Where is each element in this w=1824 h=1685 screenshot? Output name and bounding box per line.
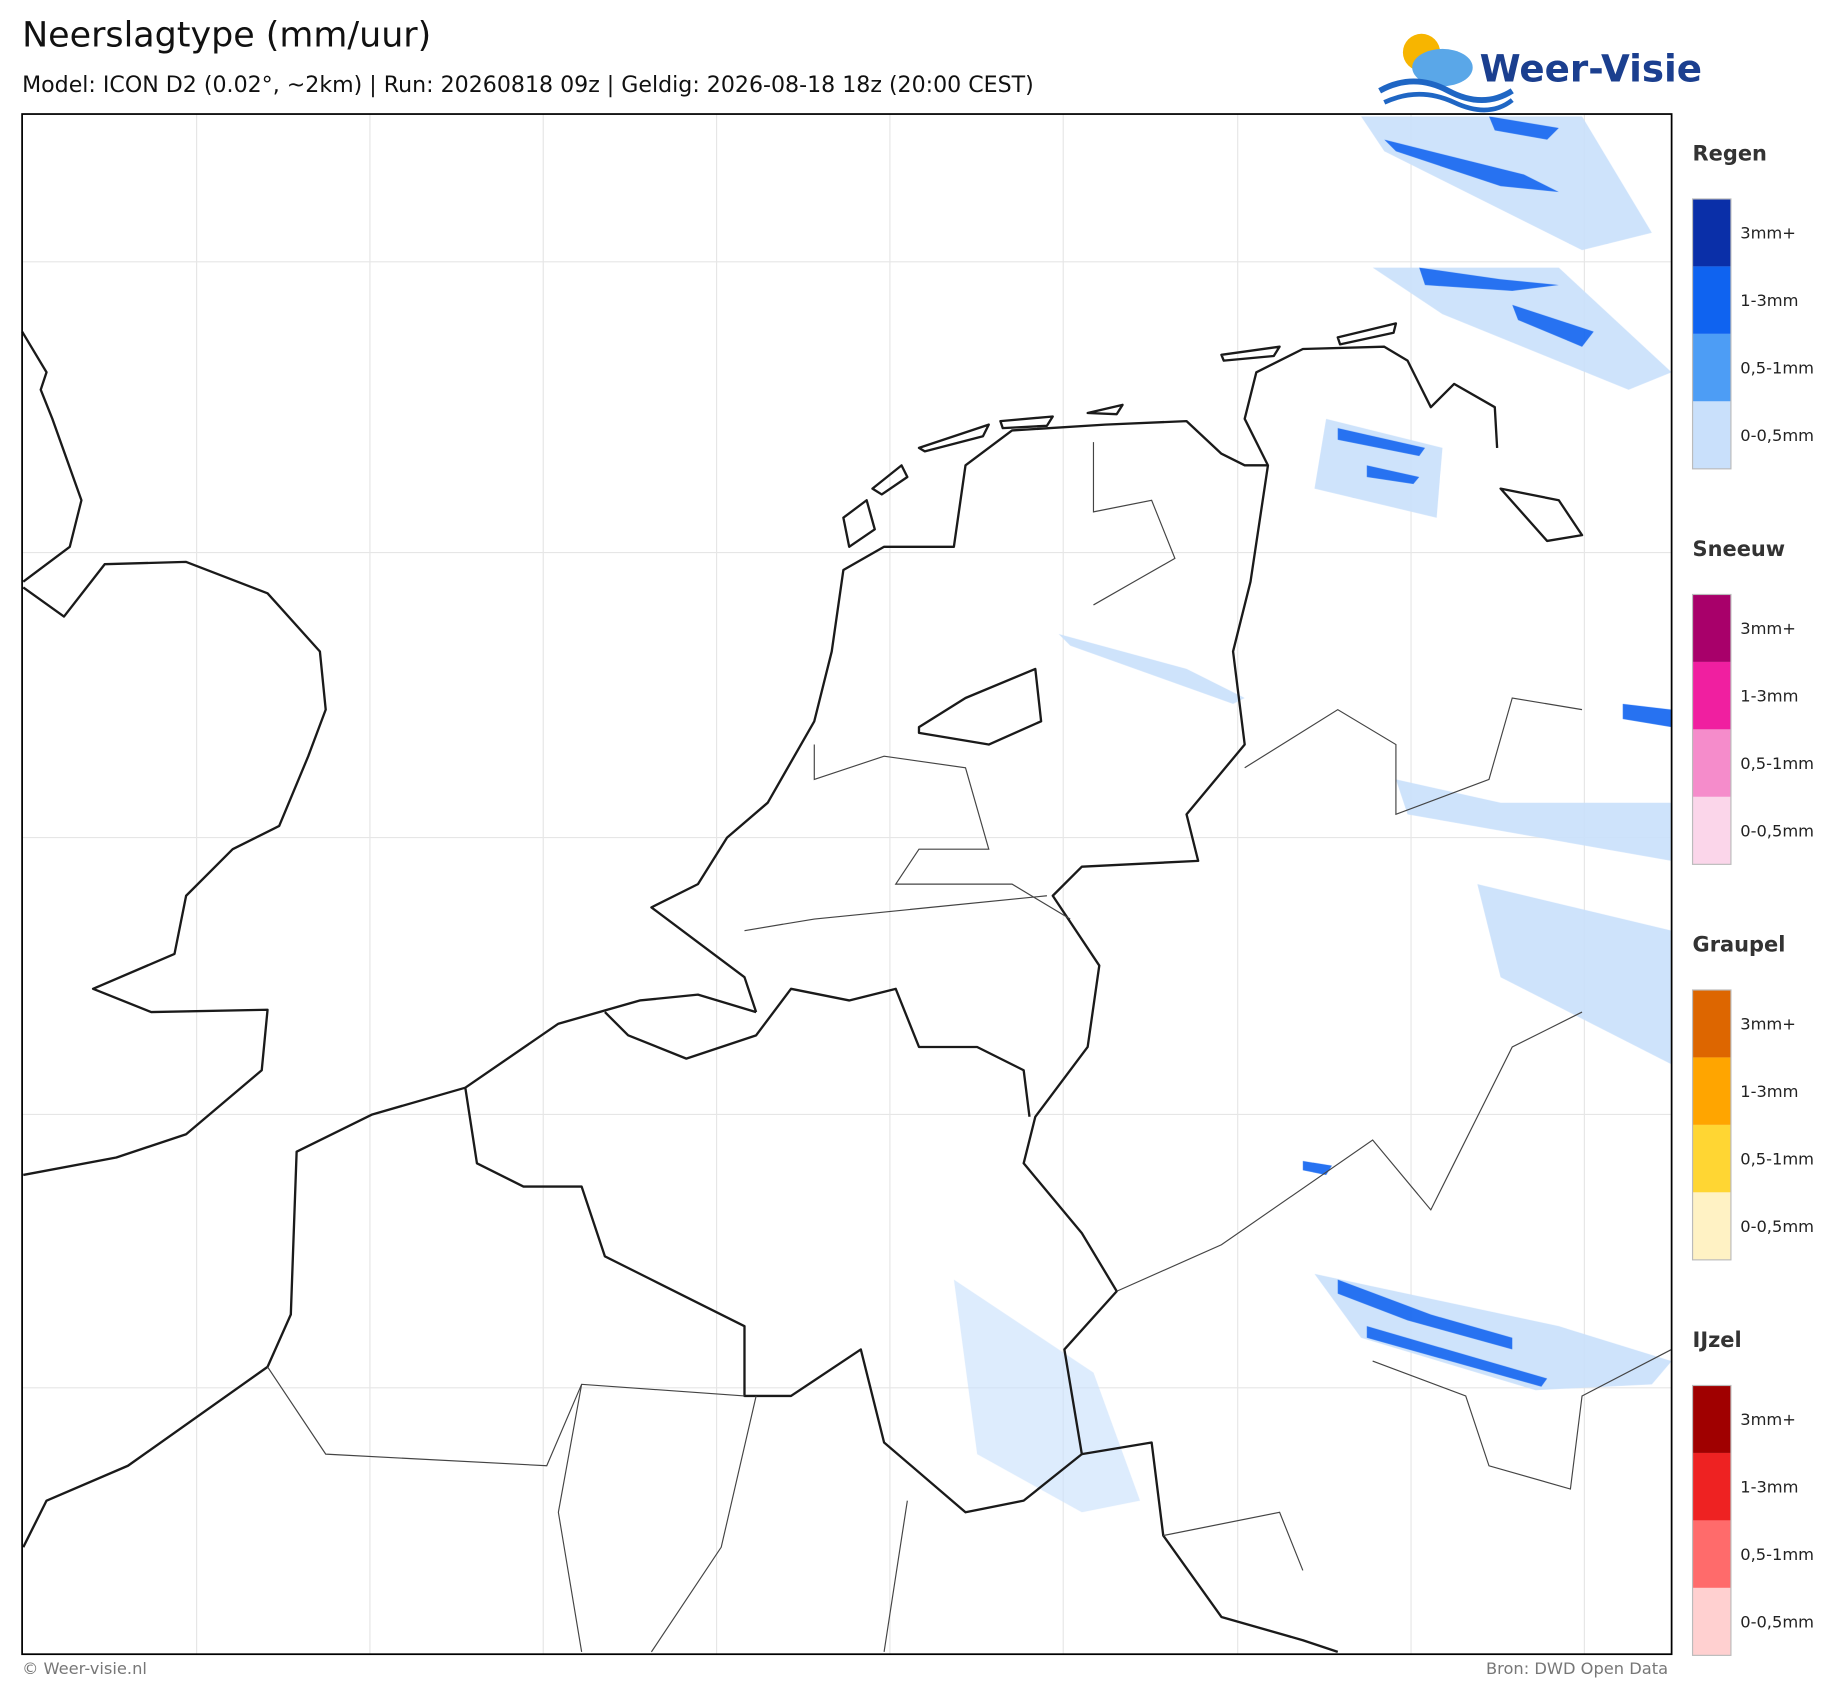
- legend-label: 3mm+: [1740, 224, 1796, 243]
- logo-text: Weer-Visie: [1480, 46, 1702, 90]
- legend-label: 1-3mm: [1740, 686, 1798, 705]
- legend-label: 0-0,5mm: [1740, 1217, 1814, 1236]
- legend-frame: [1691, 1384, 1732, 1656]
- legend-group-title: Sneeuw: [1693, 537, 1786, 561]
- logo: Weer-Visie: [1378, 33, 1702, 113]
- legend-label: 0,5-1mm: [1740, 358, 1814, 377]
- legend-swatch: [1692, 729, 1731, 797]
- legend-swatch: [1692, 1520, 1731, 1588]
- legend-label: 0-0,5mm: [1740, 821, 1814, 840]
- legend-frame: [1691, 198, 1732, 470]
- footer-right: Bron: DWD Open Data: [1486, 1659, 1668, 1678]
- legend-label: 0,5-1mm: [1740, 754, 1814, 773]
- legend-swatch: [1692, 661, 1731, 730]
- legend-swatch: [1692, 1385, 1731, 1453]
- legend-label: 0,5-1mm: [1740, 1545, 1814, 1564]
- map: [21, 113, 1673, 1656]
- legend-swatch: [1692, 1452, 1731, 1521]
- legend-label: 1-3mm: [1740, 291, 1798, 310]
- legend-group-title: Regen: [1693, 142, 1767, 166]
- legend: Regen 3mm+ 1-3mm 0,5-1mm 0-0,5mm Sneeuw 3mm+ 1-…: [1691, 142, 1814, 1656]
- legend-swatch: [1692, 1192, 1731, 1260]
- footer-left: © Weer-visie.nl: [22, 1659, 147, 1678]
- legend-swatch: [1692, 198, 1731, 267]
- legend-swatch: [1692, 266, 1731, 334]
- borders: [267, 442, 1672, 1653]
- legend-label: 1-3mm: [1740, 1082, 1798, 1101]
- legend-label: 0,5-1mm: [1740, 1149, 1814, 1168]
- legend-swatch: [1692, 594, 1731, 662]
- grid: [22, 114, 1672, 1655]
- legend-frame: [1691, 989, 1732, 1261]
- legend-label: 3mm+: [1740, 1015, 1796, 1034]
- legend-group-title: IJzel: [1693, 1328, 1742, 1352]
- legend-swatch: [1692, 333, 1731, 402]
- legend-group-title: Graupel: [1693, 933, 1786, 957]
- legend-swatch: [1692, 401, 1731, 469]
- precipitation: [953, 116, 1672, 1513]
- legend-frame: [1691, 593, 1732, 865]
- legend-swatch: [1692, 1124, 1731, 1193]
- legend-label: 3mm+: [1740, 619, 1796, 638]
- legend-swatch: [1692, 796, 1731, 865]
- legend-label: 1-3mm: [1740, 1478, 1798, 1497]
- legend-label: 0-0,5mm: [1740, 426, 1814, 445]
- legend-label: 3mm+: [1740, 1410, 1796, 1429]
- legend-swatch: [1692, 989, 1731, 1058]
- legend-swatch: [1692, 1057, 1731, 1125]
- subtitle: Model: ICON D2 (0.02°, ~2km) | Run: 2026…: [22, 72, 1034, 98]
- coastlines: [21, 322, 1584, 1653]
- legend-label: 0-0,5mm: [1740, 1612, 1814, 1631]
- legend-swatch: [1692, 1587, 1731, 1656]
- title: Neerslagtype (mm/uur): [22, 16, 431, 56]
